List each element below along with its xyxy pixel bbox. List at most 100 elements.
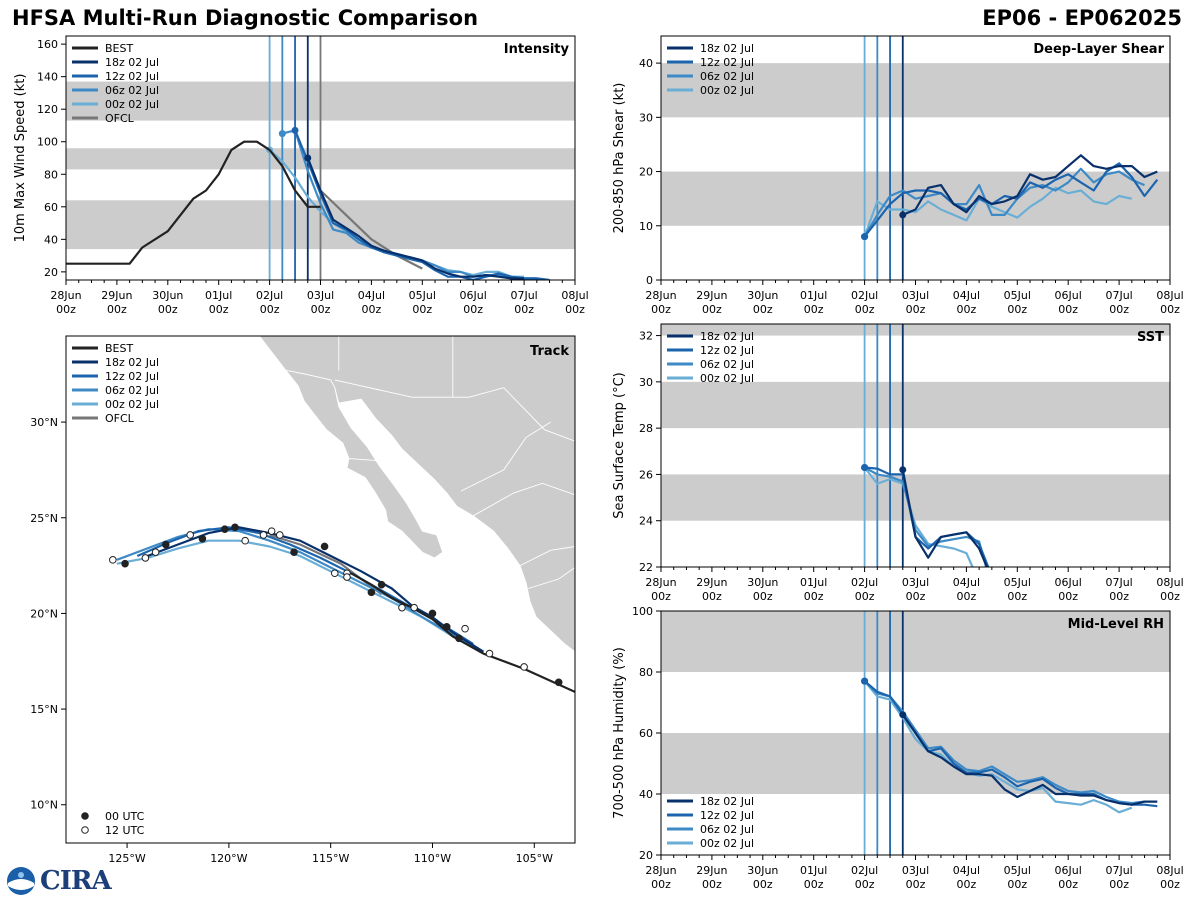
rh-xtick-label-8: 06Jul [1055,864,1082,877]
state-border-8 [346,457,376,461]
shear-series-group [861,154,1159,241]
shear-xtick-label-10: 08Jul [1156,289,1183,302]
intensity-xtick-sub-4: 00z [260,303,280,316]
sst-xtick-sub-5: 00z [906,590,926,603]
shear-title: Deep-Layer Shear [1033,42,1164,57]
intensity-ylabel: 10m Max Wind Speed (kt) [13,74,28,243]
rh-xtick-sub-5: 00z [906,878,926,891]
shear-xtick-label-4: 02Jul [851,289,878,302]
shear-series-18z-02-jul [902,154,1158,216]
rh-legend-label-12z-02-jul: 12z 02 Jul [700,809,754,822]
track-legend-label-12z-02-jul: 12z 02 Jul [105,370,159,383]
state-border-4 [460,421,551,492]
track-marker-00utc-1 [428,609,437,618]
rh-band-1 [661,611,1170,672]
track-marker-12utc-0 [520,663,528,671]
shear-ytick-label-4: 40 [639,57,653,70]
rh-ylabel: 700-500 hPa Humidity (%) [612,647,627,819]
shear-xtick-label-6: 04Jul [953,289,980,302]
track-marker-legend-label-00-utc: 00 UTC [105,810,145,823]
track-marker-12utc-2 [461,624,469,633]
track-marker-12utc-6 [343,573,351,581]
track-marker-00utc-6 [231,523,239,532]
sst-ytick-label-3: 28 [639,422,653,435]
storm-id-label: EP06 - EP062025 [982,6,1182,30]
shear-ytick-label-3: 30 [639,111,653,124]
shear-xtick-sub-2: 00z [753,303,773,316]
rh-xtick-label-1: 29Jun [696,864,727,877]
sst-ytick-label-1: 24 [639,515,653,528]
intensity-title: Intensity [504,42,570,57]
track-marker-00utc-0 [554,678,563,687]
sst-panel: 28Jun00z29Jun00z30Jun00z01Jul00z02Jul00z… [612,323,1184,603]
intensity-ytick-label-4: 100 [37,136,58,149]
track-marker-12utc-1 [485,649,494,658]
intensity-ytick-label-6: 140 [37,71,58,84]
intensity-series-12z-02-jul [294,129,550,280]
track-marker-00utc-3 [367,588,376,597]
intensity-start-point-18z-02-jul [304,154,312,162]
state-border-5 [472,482,575,517]
track-legend-label-ofcl: OFCL [105,412,135,425]
rh-xtick-sub-0: 00z [651,878,671,891]
sst-xtick-label-8: 06Jul [1055,576,1082,589]
sst-band-0 [661,474,1170,521]
rh-xtick-sub-3: 00z [804,878,824,891]
sst-xtick-label-3: 01Jul [800,576,827,589]
intensity-ytick-label-5: 120 [37,103,58,116]
track-marker-12utc-11 [186,531,194,539]
sst-xtick-label-4: 02Jul [851,576,878,589]
rh-xtick-label-7: 05Jul [1004,864,1031,877]
track-panel: 125°W 120°W 115°W 110°W 105°W 10°N 15°N 20°N 25°… [30,335,576,865]
intensity-xtick-sub-5: 00z [311,303,331,316]
shear-start-point-18z-02-jul [899,211,907,219]
intensity-legend-label-00z-02-jul: 00z 02 Jul [105,98,159,111]
rh-series-18z-02-jul [901,714,1158,806]
intensity-xtick-sub-8: 00z [463,303,483,316]
track-marker-legend-swatch-12-utc [81,826,89,834]
rh-xtick-sub-4: 00z [855,878,875,891]
intensity-xtick-label-1: 29Jun [101,289,132,302]
shear-xtick-sub-6: 00z [957,303,977,316]
track-xtick-label-0: 125°W [108,852,145,865]
rh-legend-label-06z-02-jul: 06z 02 Jul [700,823,754,836]
rh-xtick-sub-2: 00z [753,878,773,891]
sst-xtick-sub-7: 00z [1007,590,1027,603]
shear-panel: 28Jun00z29Jun00z30Jun00z01Jul00z02Jul00z… [612,35,1184,316]
track-marker-legend-label-12-utc: 12 UTC [105,824,145,837]
track-xtick-label-1: 120°W [210,852,247,865]
shear-legend-label-06z-02-jul: 06z 02 Jul [700,70,754,83]
rh-series-06z-02-jul [863,680,1145,805]
sst-ytick-label-4: 30 [639,376,653,389]
sst-ylabel: Sea Surface Temp (°C) [612,372,627,519]
shear-legend-label-00z-02-jul: 00z 02 Jul [700,84,754,97]
shear-xtick-label-7: 05Jul [1004,289,1031,302]
sst-xtick-sub-0: 00z [651,590,671,603]
intensity-xtick-label-9: 07Jul [510,289,537,302]
intensity-xtick-sub-9: 00z [514,303,534,316]
shear-xtick-sub-10: 00z [1160,303,1180,316]
track-xtick-label-4: 105°W [516,852,553,865]
shear-xtick-sub-9: 00z [1109,303,1129,316]
shear-legend-label-12z-02-jul: 12z 02 Jul [700,56,754,69]
sst-xtick-label-5: 03Jul [902,576,929,589]
sst-xtick-sub-10: 00z [1160,590,1180,603]
track-marker-12utc-4 [398,603,406,612]
state-border-0 [334,379,575,442]
track-marker-00utc-4 [320,542,329,551]
track-marker-12utc-8 [275,531,284,539]
intensity-series-best [66,140,321,265]
sst-xtick-sub-4: 00z [855,590,875,603]
rh-ytick-label-0: 20 [639,849,653,862]
shear-series-06z-02-jul [863,167,1145,238]
sst-xtick-sub-2: 00z [753,590,773,603]
track-ytick-label-3: 25°N [30,512,58,525]
shear-xtick-label-1: 29Jun [696,289,727,302]
track-title: Track [530,344,569,359]
intensity-legend-label-12z-02-jul: 12z 02 Jul [105,70,159,83]
track-marker-12utc-15 [330,569,339,578]
intensity-series-group [66,126,550,280]
shear-band-1 [661,63,1170,118]
sst-ytick-label-0: 22 [639,561,653,574]
